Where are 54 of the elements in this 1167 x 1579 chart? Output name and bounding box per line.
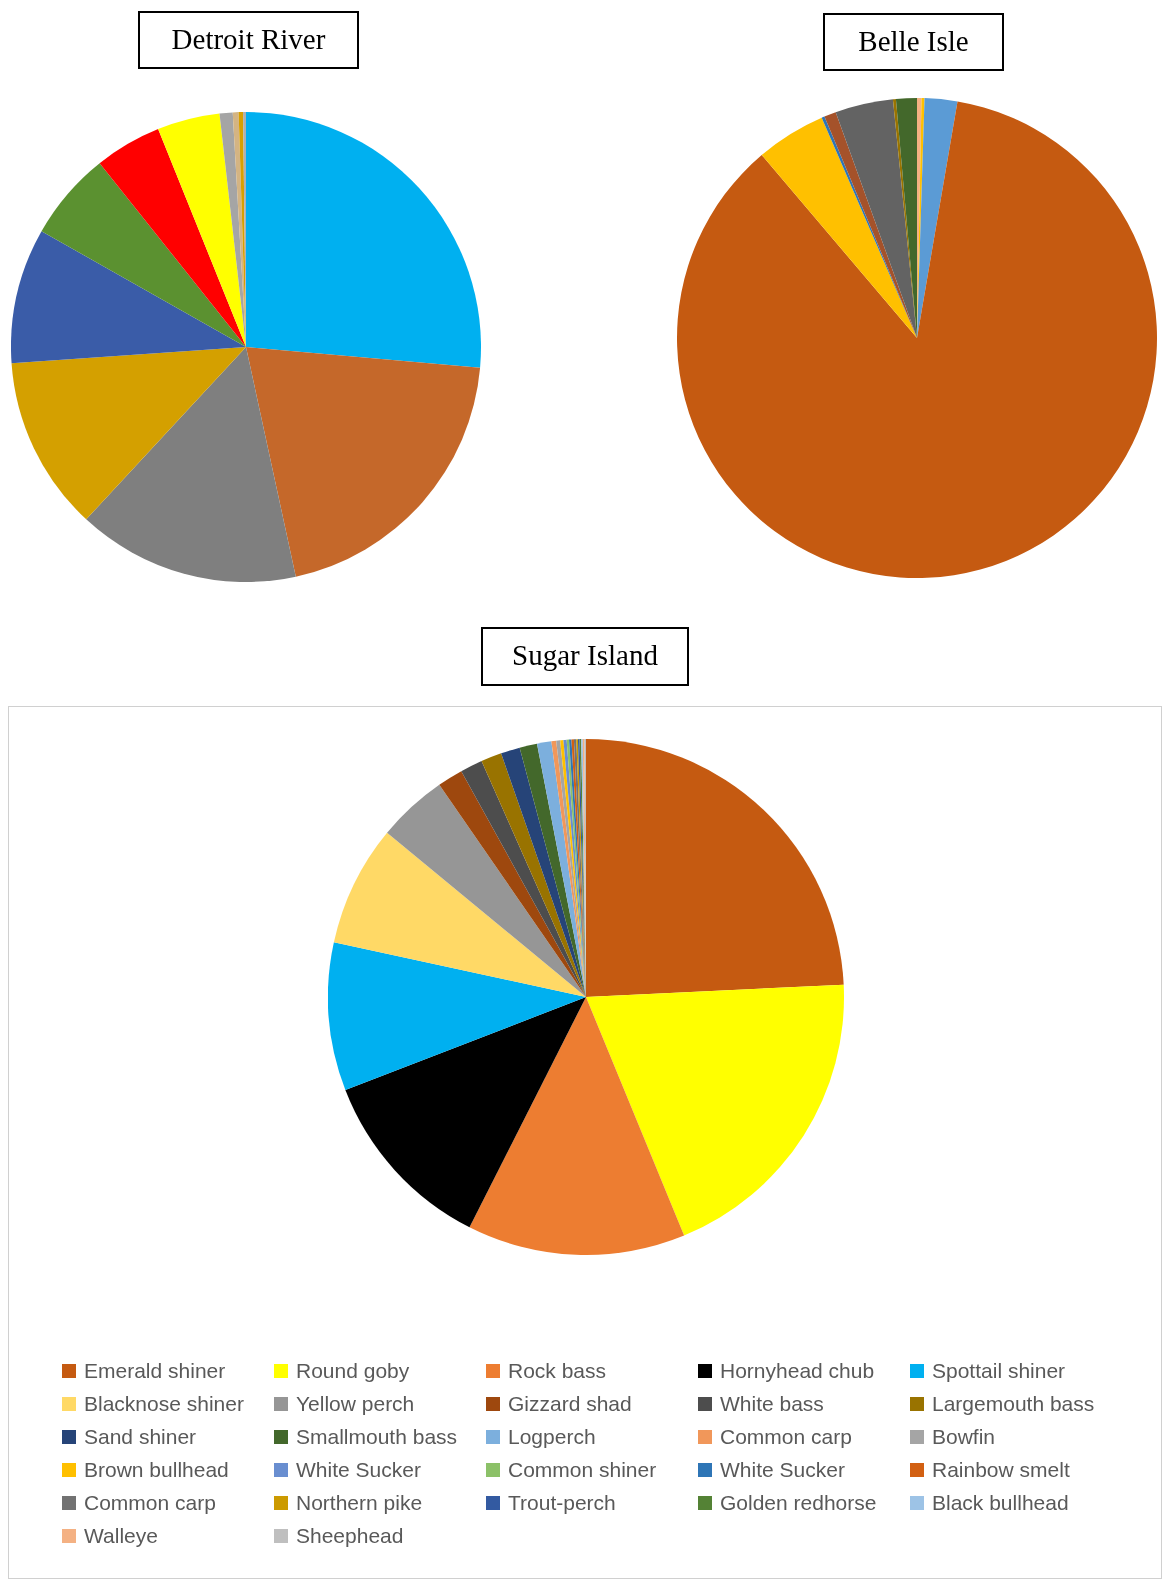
legend-label: Yellow perch bbox=[296, 1391, 415, 1416]
pie-slice bbox=[439, 771, 586, 997]
legend-label: Trout-perch bbox=[508, 1490, 616, 1515]
pie-slice bbox=[677, 101, 1157, 578]
pie-slice bbox=[328, 942, 586, 1091]
legend-label: White Sucker bbox=[296, 1457, 421, 1482]
legend-label: Emerald shiner bbox=[84, 1358, 226, 1383]
pie-slice bbox=[586, 739, 844, 997]
pie-slice bbox=[387, 784, 586, 997]
legend-label: Smallmouth bass bbox=[296, 1424, 458, 1449]
legend-label: Sand shiner bbox=[84, 1424, 197, 1449]
pie-slice bbox=[519, 743, 586, 997]
legend-label: Common shiner bbox=[508, 1457, 657, 1482]
pie-slice bbox=[501, 747, 586, 997]
legend-label: Black bullhead bbox=[932, 1490, 1069, 1515]
legend-label: White bass bbox=[720, 1391, 824, 1416]
pie-slice bbox=[917, 98, 958, 338]
legend-label: Spottail shiner bbox=[932, 1358, 1066, 1383]
legend-label: Sheephead bbox=[296, 1523, 404, 1548]
legend-label: Golden redhorse bbox=[720, 1490, 877, 1515]
legend-label: Common carp bbox=[720, 1424, 852, 1449]
pie-slice bbox=[481, 753, 586, 997]
pie-slice bbox=[41, 163, 246, 347]
pie-slice bbox=[333, 832, 586, 997]
legend-label: Rainbow smelt bbox=[932, 1457, 1070, 1482]
pie-slice bbox=[246, 112, 481, 368]
chart-title: Belle Isle bbox=[823, 13, 1004, 71]
legend-label: Logperch bbox=[508, 1424, 596, 1449]
legend-label: Northern pike bbox=[296, 1490, 423, 1515]
pie-slice bbox=[586, 984, 844, 1236]
legend-label: Blacknose shiner bbox=[84, 1391, 244, 1416]
legend-label: Bowfin bbox=[932, 1424, 996, 1449]
pie-slice bbox=[536, 741, 586, 997]
legend-label: Common carp bbox=[84, 1490, 216, 1515]
legend-label: Brown bullhead bbox=[84, 1457, 229, 1482]
pie-slice bbox=[99, 129, 246, 347]
legend-label: Gizzard shad bbox=[508, 1391, 632, 1416]
pie-slice bbox=[11, 347, 246, 520]
legend-label: Rock bass bbox=[508, 1358, 607, 1383]
pie-slice bbox=[761, 117, 917, 338]
legend-label: Walleye bbox=[84, 1523, 158, 1548]
pie-slice bbox=[345, 997, 586, 1228]
pie-slice bbox=[158, 113, 246, 347]
legend-label: White Sucker bbox=[720, 1457, 845, 1482]
pie-slice bbox=[469, 997, 685, 1255]
legend-label: Round goby bbox=[296, 1358, 410, 1383]
pie-slice bbox=[246, 347, 481, 577]
pie-slice bbox=[11, 231, 246, 364]
pie-slice bbox=[835, 99, 917, 338]
pie-slice bbox=[86, 347, 296, 582]
chart-title: Detroit River bbox=[138, 11, 359, 69]
legend-label: Hornyhead chub bbox=[720, 1358, 875, 1383]
legend-label: Largemouth bass bbox=[932, 1391, 1095, 1416]
chart-title: Sugar Island bbox=[481, 627, 689, 686]
